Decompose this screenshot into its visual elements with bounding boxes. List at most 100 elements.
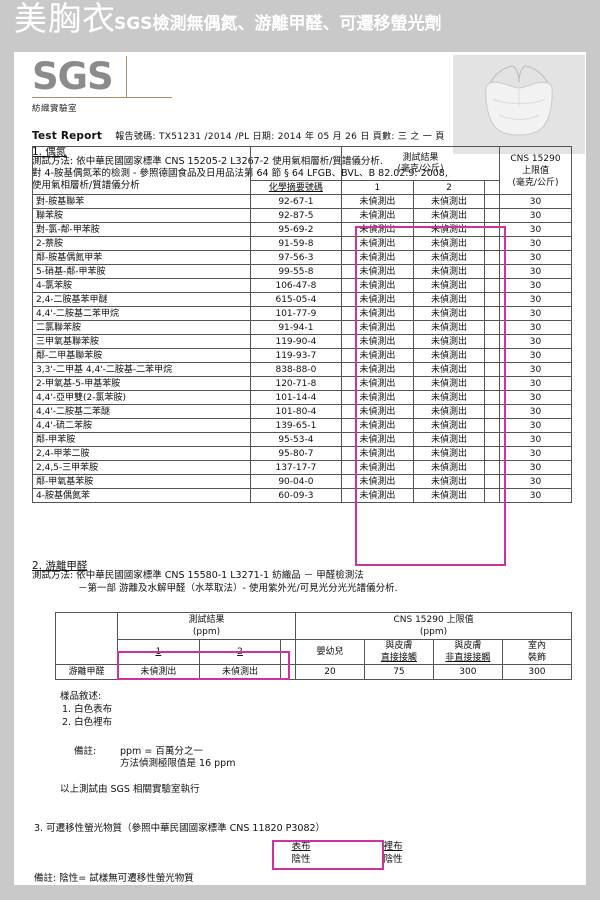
azo-row-cas: 60-09-3: [249, 488, 343, 503]
azo-row-result2: 未偵測出: [412, 488, 486, 503]
azo-row-result2: 未偵測出: [412, 306, 486, 321]
fa-header-infant: 嬰幼兒: [295, 639, 365, 665]
azo-row-result1: 未偵測出: [341, 306, 414, 321]
azo-row-cas: 139-65-1: [249, 418, 343, 433]
azo-row-cas: 90-04-0: [249, 474, 343, 489]
azo-row-result1: 未偵測出: [341, 348, 414, 363]
table-row: 5-硝基-鄰-甲苯胺 99-55-8 未偵測出 未偵測出 30: [32, 264, 573, 279]
azo-row-name: 2-甲氧基-5-甲基苯胺: [32, 376, 251, 391]
sgs-logo-text: SGS: [32, 55, 114, 98]
azo-row-result2: 未偵測出: [412, 362, 486, 377]
azo-row-limit: 30: [498, 418, 573, 433]
azo-row-limit: 30: [498, 278, 573, 293]
azo-row-limit: 30: [498, 390, 573, 405]
azo-row-gap: [484, 446, 500, 461]
table-row: 鄰-二甲基聯苯胺 119-93-7 未偵測出 未偵測出 30: [32, 348, 573, 363]
azo-row-gap: [484, 418, 500, 433]
azo-row-result1: 未偵測出: [341, 236, 414, 251]
section3-note: 備註: 陰性= 試樣無可遷移性螢光物質: [34, 873, 194, 884]
azo-row-limit: 30: [498, 488, 573, 503]
fluorescence-result-table: 表布 裡布 陰性 陰性: [278, 840, 416, 866]
azo-row-result2: 未偵測出: [412, 446, 486, 461]
azo-row-result2: 未偵測出: [412, 390, 486, 405]
azo-header-limit-std: CNS 15290: [510, 153, 561, 164]
fa-header-interior-l1: 室內: [527, 641, 546, 651]
fa-header-interior-l2: 裝飾: [527, 653, 546, 663]
azo-header-limit-label: 上限值: [521, 165, 549, 176]
fa-row-gap: [280, 664, 297, 680]
azo-row-result2: 未偵測出: [412, 320, 486, 335]
azo-row-cas: 99-55-8: [249, 264, 343, 279]
note-line-2: 方法偵測極限值是 16 ppm: [120, 758, 236, 769]
azo-row-result1: 未偵測出: [341, 208, 414, 223]
fa-header-col2: 2: [198, 639, 282, 665]
azo-row-result2: 未偵測出: [412, 222, 486, 237]
section3-heading: 3. 可遷移性螢光物質（參照中華民國國家標準 CNS 11820 P3082）: [34, 823, 326, 834]
azo-row-limit: 30: [498, 292, 573, 307]
azo-row-cas: 92-87-5: [249, 208, 343, 223]
section2-method-line2: －第一部 游離及水解甲醛（水萃取法）- 使用紫外光/可見光分光光譜儀分析.: [78, 583, 398, 594]
azo-row-limit: 30: [498, 250, 573, 265]
azo-row-result1: 未偵測出: [341, 264, 414, 279]
azo-row-name: 對-氯-鄰-甲苯胺: [32, 222, 251, 237]
azo-header-row-2: 化學摘要號碼 1 2: [33, 180, 572, 195]
azo-row-name: 5-硝基-鄰-甲苯胺: [32, 264, 251, 279]
azo-table-body: 測試結果 (毫克/公斤) CNS 15290 上限值 (毫克/公斤) 化學摘要號…: [32, 146, 573, 503]
fa-row-result2: 未偵測出: [198, 664, 282, 680]
banner-inner: 美胸衣 SGS檢測無偶氮、游離甲醛、可遷移螢光劑: [14, 2, 441, 36]
azo-header-result: 測試結果 (毫克/公斤): [341, 146, 500, 181]
table-row: 4,4'-亞甲雙(2-氯苯胺) 101-14-4 未偵測出 未偵測出 30: [32, 390, 573, 405]
azo-row-limit: 30: [498, 362, 573, 377]
azo-row-limit: 30: [498, 306, 573, 321]
azo-row-result1: 未偵測出: [341, 488, 414, 503]
azo-row-result2: 未偵測出: [412, 278, 486, 293]
azo-row-name: 2,4-二胺基苯甲醚: [32, 292, 251, 307]
fa-header-limit: CNS 15290 上限值 (ppm): [295, 612, 572, 640]
azo-row-cas: 106-47-8: [249, 278, 343, 293]
azo-row-gap: [484, 404, 500, 419]
azo-row-result2: 未偵測出: [412, 250, 486, 265]
azo-row-limit: 30: [498, 264, 573, 279]
table-row: 2-萘胺 91-59-8 未偵測出 未偵測出 30: [32, 236, 573, 251]
azo-row-result2: 未偵測出: [412, 376, 486, 391]
azo-row-name: 4,4'-亞甲雙(2-氯苯胺): [32, 390, 251, 405]
fa-header-limit-unit: (ppm): [419, 627, 448, 637]
azo-row-result2: 未偵測出: [412, 264, 486, 279]
azo-row-result1: 未偵測出: [341, 292, 414, 307]
azo-row-name: 3,3'-二甲基 4,4'-二胺基-二苯甲烷: [32, 362, 251, 377]
report-title: Test Report: [32, 130, 103, 142]
azo-row-result2: 未偵測出: [412, 292, 486, 307]
azo-row-gap: [484, 222, 500, 237]
fluorescence-val-inner: 陰性: [383, 854, 403, 865]
logo-horizontal-rule: [32, 97, 172, 98]
table-row: 4-氯苯胺 106-47-8 未偵測出 未偵測出 30: [32, 278, 573, 293]
fa-header-interior: 室內 裝飾: [501, 639, 573, 665]
azo-row-cas: 95-69-2: [249, 222, 343, 237]
fa-row-interior: 300: [501, 664, 573, 680]
azo-row-name: 2,4,5-三甲苯胺: [32, 460, 251, 475]
fa-row-result1: 未偵測出: [117, 664, 200, 680]
banner-title: 美胸衣: [14, 0, 116, 38]
logo-vertical-rule: [126, 56, 127, 98]
fa-row-infant: 20: [295, 664, 365, 680]
azo-row-limit: 30: [498, 236, 573, 251]
azo-header-cas-blank: [249, 146, 343, 181]
azo-row-cas: 101-80-4: [249, 404, 343, 419]
azo-row-cas: 137-17-7: [249, 460, 343, 475]
azo-header-blank: [32, 146, 251, 195]
sample-item-1: 1. 白色表布: [62, 704, 113, 715]
azo-row-cas: 101-77-9: [249, 306, 343, 321]
azo-row-name: 鄰-胺基偶氮甲苯: [32, 250, 251, 265]
table-row: 4,4'-二胺基二苯甲烷 101-77-9 未偵測出 未偵測出 30: [32, 306, 573, 321]
fa-header-result-title: 測試結果: [188, 615, 225, 625]
azo-row-cas: 91-59-8: [249, 236, 343, 251]
azo-row-result1: 未偵測出: [341, 320, 414, 335]
azo-row-limit: 30: [498, 194, 573, 209]
note-label: 備註:: [74, 746, 97, 757]
azo-row-gap: [484, 362, 500, 377]
azo-header-col2: 2: [412, 180, 486, 195]
azo-row-gap: [484, 278, 500, 293]
azo-row-name: 4-胺基偶氮苯: [32, 488, 251, 503]
azo-row-cas: 97-56-3: [249, 250, 343, 265]
azo-row-gap: [484, 390, 500, 405]
